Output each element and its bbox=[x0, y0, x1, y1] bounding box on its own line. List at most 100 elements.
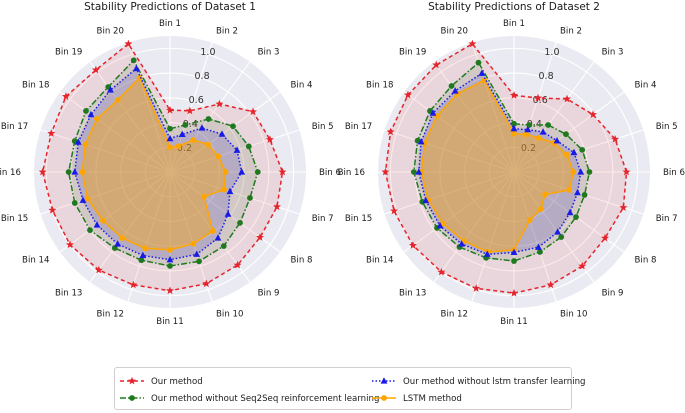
data-point bbox=[245, 143, 252, 150]
data-point bbox=[408, 241, 417, 249]
series-fill bbox=[42, 43, 283, 291]
category-label: Bin 13 bbox=[399, 289, 426, 299]
data-point bbox=[198, 124, 206, 131]
data-point bbox=[87, 227, 93, 234]
legend-marker bbox=[380, 377, 388, 384]
data-point bbox=[436, 221, 444, 229]
data-point bbox=[166, 255, 174, 263]
angular-gridline bbox=[513, 91, 625, 173]
data-point bbox=[511, 120, 517, 127]
angular-gridline bbox=[513, 171, 595, 283]
data-point bbox=[130, 57, 137, 64]
series-our-method bbox=[38, 39, 287, 295]
legend-marker bbox=[381, 395, 387, 401]
category-label: Bin 18 bbox=[22, 80, 49, 90]
data-point bbox=[237, 219, 243, 226]
chart-title: Stability Predictions of Dataset 2 bbox=[428, 1, 600, 13]
angular-gridline bbox=[471, 171, 515, 302]
legend: Our method Our method without lstm transf… bbox=[114, 367, 586, 410]
category-label: Bin 2 bbox=[560, 26, 582, 36]
data-point bbox=[114, 240, 122, 247]
category-label: Bin 19 bbox=[55, 47, 82, 57]
category-label: Bin 16 bbox=[338, 168, 365, 178]
category-label: Bin 14 bbox=[366, 256, 393, 266]
data-point bbox=[510, 248, 518, 255]
data-point bbox=[458, 240, 466, 247]
series-our-method-without-lstm-transfer-learning bbox=[415, 69, 585, 257]
series-line bbox=[384, 42, 628, 294]
data-point bbox=[381, 167, 390, 176]
category-label: Bin 6 bbox=[663, 168, 685, 178]
data-point bbox=[566, 187, 573, 193]
data-point bbox=[84, 195, 91, 202]
data-point bbox=[510, 288, 518, 297]
legend-label: Our method without Seq2Seq reinforcement… bbox=[151, 394, 379, 404]
category-label: Bin 14 bbox=[22, 256, 49, 266]
data-point bbox=[524, 125, 532, 133]
data-point bbox=[619, 203, 628, 211]
data-point bbox=[553, 136, 561, 144]
data-point bbox=[386, 127, 395, 136]
data-point bbox=[100, 217, 106, 224]
category-label: Bin 9 bbox=[602, 289, 624, 299]
data-point bbox=[622, 167, 631, 176]
category-label: Bin 1 bbox=[503, 19, 525, 29]
series-fill bbox=[68, 60, 258, 266]
data-point bbox=[574, 188, 581, 196]
data-point bbox=[129, 280, 138, 289]
data-point bbox=[190, 137, 197, 143]
data-point bbox=[218, 130, 226, 137]
angular-gridline bbox=[127, 171, 171, 302]
data-point bbox=[114, 97, 121, 103]
data-point bbox=[483, 250, 491, 257]
angular-gridline bbox=[384, 171, 515, 215]
series-fill bbox=[421, 80, 574, 252]
category-label: Bin 1 bbox=[159, 19, 181, 29]
angular-gridline bbox=[127, 42, 171, 173]
data-point bbox=[510, 91, 518, 99]
angular-gridline bbox=[59, 91, 171, 173]
legend-entry: LSTM method bbox=[372, 394, 462, 404]
category-label: Bin 10 bbox=[216, 310, 243, 320]
legend-marker bbox=[129, 395, 135, 401]
data-point bbox=[481, 77, 488, 84]
series-line bbox=[413, 61, 591, 262]
data-point bbox=[422, 196, 430, 204]
data-point bbox=[166, 286, 174, 295]
data-point bbox=[265, 135, 274, 143]
data-point bbox=[390, 206, 399, 215]
angular-gridline bbox=[513, 42, 557, 173]
radar-chart-1: Stability Predictions of Dataset 1 0.2 0.4… bbox=[0, 1, 341, 327]
category-label: Bin 5 bbox=[312, 122, 334, 132]
data-point bbox=[87, 110, 95, 118]
data-point bbox=[478, 69, 486, 76]
data-point bbox=[190, 240, 197, 247]
legend-label: Our method without lstm transfer learnin… bbox=[403, 377, 586, 387]
data-point bbox=[209, 228, 216, 234]
series-line bbox=[418, 72, 582, 256]
data-point bbox=[132, 64, 140, 72]
category-label: Bin 9 bbox=[258, 289, 280, 299]
data-point bbox=[535, 243, 542, 250]
data-point bbox=[142, 245, 149, 252]
data-point bbox=[221, 186, 227, 193]
data-point bbox=[65, 240, 74, 249]
data-point bbox=[417, 138, 425, 145]
radial-tick-label: 1.0 bbox=[200, 47, 215, 58]
angular-gridline bbox=[40, 171, 171, 215]
data-point bbox=[611, 134, 620, 143]
angular-gridline bbox=[59, 171, 171, 253]
data-point bbox=[94, 116, 100, 122]
data-point bbox=[238, 168, 246, 175]
data-point bbox=[139, 251, 147, 259]
data-point bbox=[182, 122, 189, 128]
data-point bbox=[546, 280, 555, 289]
angular-gridline bbox=[403, 91, 515, 173]
data-point bbox=[38, 167, 47, 176]
data-point bbox=[167, 246, 173, 253]
data-point bbox=[193, 250, 201, 257]
data-point bbox=[578, 261, 587, 270]
data-point bbox=[558, 234, 565, 240]
data-point bbox=[83, 108, 89, 114]
data-point bbox=[511, 258, 517, 264]
